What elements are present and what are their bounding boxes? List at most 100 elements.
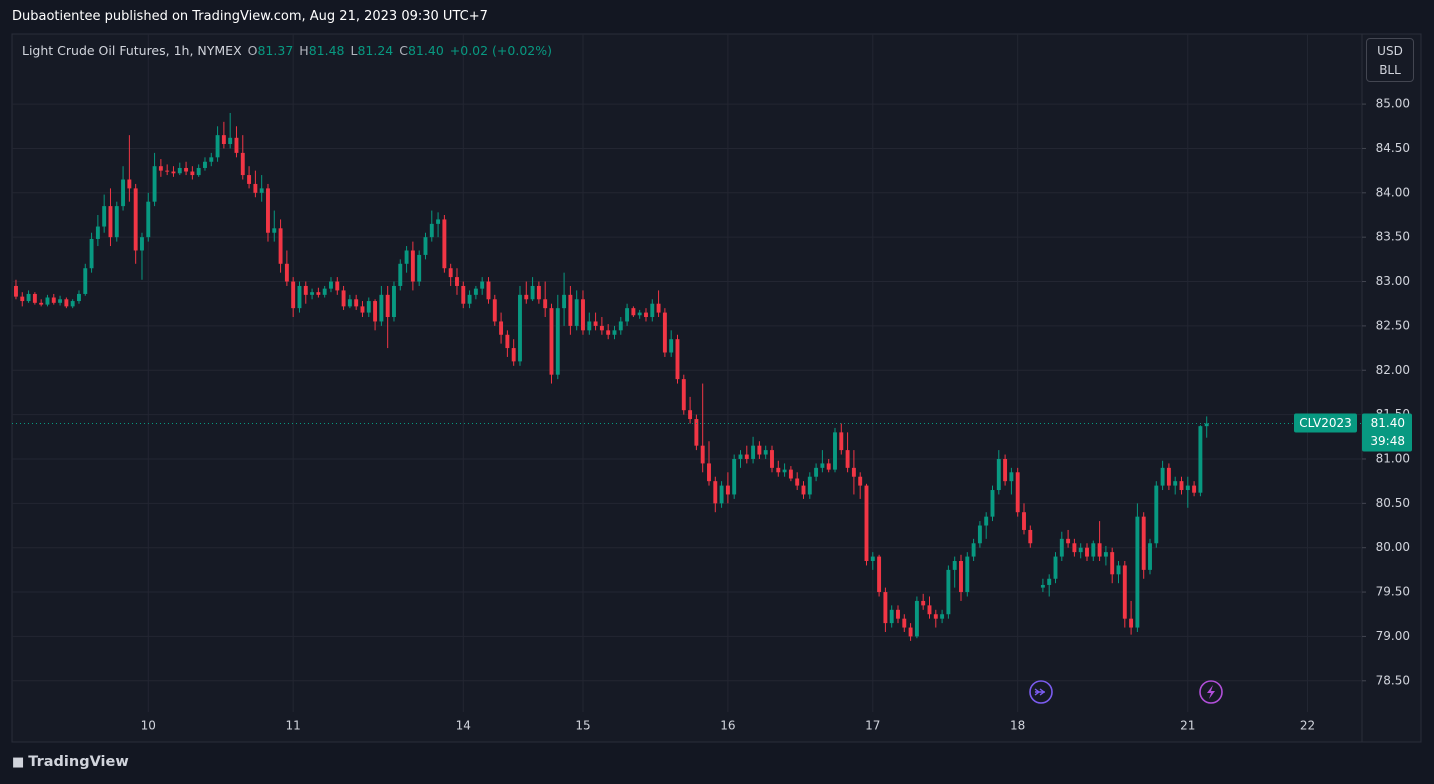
x-tick-label: 18 xyxy=(1010,719,1025,733)
candle-body xyxy=(776,467,781,473)
unit-box[interactable]: USD BLL xyxy=(1366,38,1414,82)
candle-body xyxy=(1122,565,1127,619)
candle-body xyxy=(20,296,25,302)
candle-body xyxy=(423,237,428,255)
candle-body xyxy=(14,285,18,297)
candle-body xyxy=(58,299,63,303)
candle-body xyxy=(971,543,976,557)
candle-body xyxy=(543,299,548,309)
y-tick-label: 79.00 xyxy=(1376,629,1410,643)
candle-body xyxy=(977,525,982,544)
candle-body xyxy=(732,458,737,495)
candle-body xyxy=(329,281,333,289)
y-tick-label: 82.50 xyxy=(1376,318,1410,332)
candle-body xyxy=(39,302,44,305)
candle-body xyxy=(587,321,592,331)
event-icon-glyph xyxy=(1034,688,1046,696)
y-tick-label: 79.50 xyxy=(1376,585,1410,599)
legend-key: H xyxy=(299,43,309,58)
candle-body xyxy=(1085,547,1089,557)
candle-body xyxy=(984,516,989,526)
candle-body xyxy=(234,137,239,153)
candle-body xyxy=(1173,481,1178,486)
brand[interactable]: ■ TradingView xyxy=(12,754,129,770)
candle-body xyxy=(770,450,774,468)
candle-body xyxy=(429,223,434,238)
candle-body xyxy=(165,170,170,172)
change: +0.02 (+0.02%) xyxy=(449,43,552,58)
candle-body xyxy=(467,294,472,304)
candle-body xyxy=(1179,481,1184,491)
candle-body xyxy=(455,277,459,286)
candle-body xyxy=(291,281,296,309)
x-tick-label: 11 xyxy=(286,719,301,733)
candle-body xyxy=(360,306,365,313)
candle-body xyxy=(858,476,863,486)
candle-body xyxy=(505,334,510,349)
candle-body xyxy=(1166,467,1171,486)
y-tick-label: 85.00 xyxy=(1376,97,1410,111)
candle-body xyxy=(108,206,113,238)
legend-value: 81.40 xyxy=(407,43,444,58)
candle-body xyxy=(247,175,252,184)
candle-body xyxy=(171,171,176,174)
candle-body xyxy=(688,410,693,420)
candle-body xyxy=(184,167,189,172)
event-icon[interactable] xyxy=(1029,680,1053,704)
event-icon[interactable] xyxy=(1199,680,1223,704)
candle-body xyxy=(896,609,900,619)
candle-body xyxy=(297,285,302,309)
candle-body xyxy=(64,299,69,307)
candle-body xyxy=(870,556,875,562)
candle-body xyxy=(203,161,207,168)
candle-body xyxy=(933,614,938,619)
candle-body xyxy=(518,294,522,362)
candle-body xyxy=(1009,472,1014,482)
candle-body xyxy=(555,308,560,375)
candle-body xyxy=(1059,538,1064,557)
y-tick-label: 84.00 xyxy=(1376,185,1410,199)
candle-body xyxy=(833,432,837,470)
symbol-title: Light Crude Oil Futures, 1h, NYMEX xyxy=(22,43,242,58)
candle-body xyxy=(240,152,245,176)
candle-body xyxy=(637,312,642,316)
legend[interactable]: Light Crude Oil Futures, 1h, NYMEX O81.37… xyxy=(22,43,552,58)
candle-body xyxy=(398,263,403,286)
candle-body xyxy=(70,301,75,307)
candle-body xyxy=(133,188,138,251)
candle-body xyxy=(392,285,396,318)
candle-body xyxy=(259,188,264,193)
candle-body xyxy=(26,293,31,302)
y-tick-label: 81.00 xyxy=(1376,451,1410,465)
candle-body xyxy=(95,226,100,239)
candle-body xyxy=(473,288,478,295)
candle-body xyxy=(196,167,201,176)
currency: USD xyxy=(1377,44,1403,58)
candle-body xyxy=(707,463,711,482)
countdown: 39:48 xyxy=(1370,434,1405,448)
candle-body xyxy=(51,297,56,303)
candle-body xyxy=(952,561,957,570)
candle-body xyxy=(801,485,806,495)
unit: BLL xyxy=(1379,63,1401,77)
candle-body xyxy=(581,299,585,331)
brand-name: TradingView xyxy=(28,754,129,770)
candle-body xyxy=(908,627,913,637)
candle-body xyxy=(902,618,907,628)
y-tick-label: 83.50 xyxy=(1376,230,1410,244)
candle-body xyxy=(921,600,926,606)
candle-body xyxy=(209,157,214,162)
candle-body xyxy=(959,561,963,593)
symbol-tag-bg xyxy=(1294,413,1357,433)
candle-body xyxy=(763,450,768,455)
candle-body xyxy=(744,454,749,459)
candle-body xyxy=(335,281,340,291)
candle-body xyxy=(1015,472,1020,513)
candle-body xyxy=(574,299,579,326)
candle-body xyxy=(593,321,598,326)
y-tick-label: 84.50 xyxy=(1376,141,1410,155)
candle-body xyxy=(814,467,819,477)
candle-body xyxy=(266,188,270,233)
event-icon-glyph xyxy=(1207,685,1215,699)
